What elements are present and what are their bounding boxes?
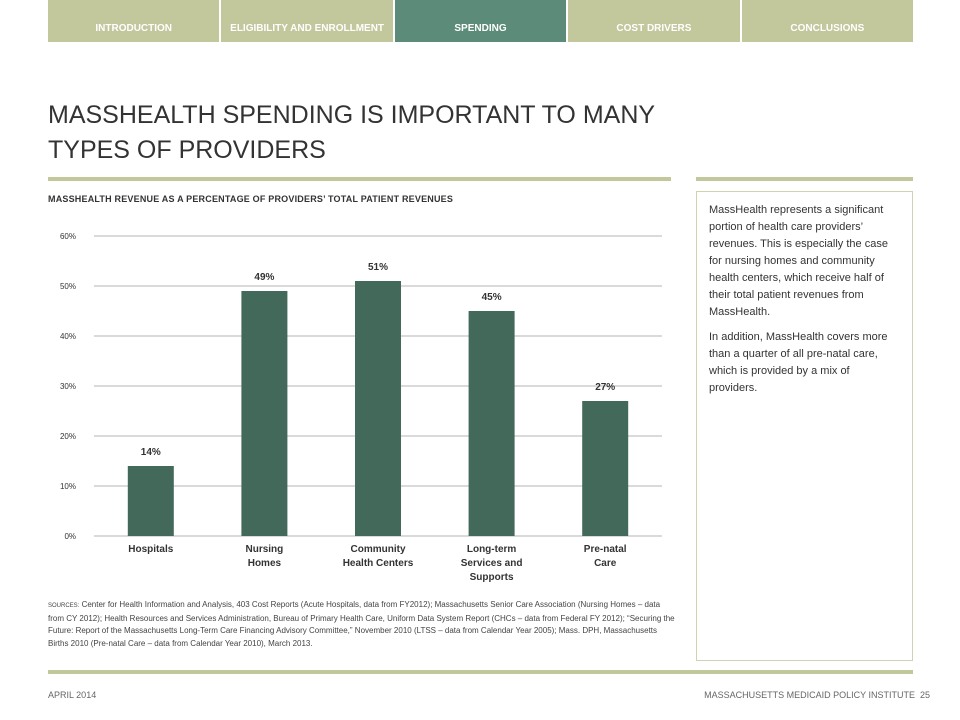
data-label: 51% — [368, 262, 388, 273]
section-nav: INTRODUCTION ELIGIBILITY AND ENROLLMENT … — [48, 0, 914, 42]
bar — [127, 466, 174, 536]
y-tick-label: 20% — [60, 432, 76, 441]
y-tick-label: 0% — [64, 532, 76, 541]
bar — [241, 291, 288, 536]
sidebar-text-box: MassHealth represents a significant port… — [696, 191, 913, 661]
footer-org-name: MASSACHUSETTS MEDICAID POLICY INSTITUTE — [704, 690, 915, 700]
sources-note: SOURCES: Center for Health Information a… — [48, 599, 678, 650]
sidebar-paragraph-2: In addition, MassHealth covers more than… — [709, 331, 888, 394]
y-tick-label: 30% — [60, 382, 76, 391]
x-tick-label: Nursing Homes — [246, 544, 284, 569]
y-tick-label: 40% — [60, 332, 76, 341]
y-tick-label: 10% — [60, 482, 76, 491]
data-label: 14% — [141, 447, 161, 458]
data-label: 27% — [595, 382, 615, 393]
tab-eligibility-enrollment[interactable]: ELIGIBILITY AND ENROLLMENT — [221, 0, 395, 42]
tab-introduction[interactable]: INTRODUCTION — [48, 0, 222, 42]
footer-org: MASSACHUSETTS MEDICAID POLICY INSTITUTE … — [704, 690, 930, 700]
footer-divider — [48, 670, 913, 674]
sidebar-divider — [696, 177, 913, 181]
chart-title: MASSHEALTH REVENUE AS A PERCENTAGE OF PR… — [48, 194, 454, 204]
tab-spending[interactable]: SPENDING — [394, 0, 569, 42]
y-tick-label: 60% — [60, 232, 76, 241]
title-divider — [48, 177, 671, 181]
x-tick-label: Long-term Services and Supports — [461, 544, 523, 583]
bar — [582, 401, 629, 536]
sidebar-paragraph-1: MassHealth represents a significant port… — [709, 204, 888, 318]
bar-chart: 0% 10% 20% 30% 40% 50% 60% 14% Hospitals 49% Nursi… — [60, 232, 662, 583]
sources-label: SOURCES: — [48, 603, 80, 609]
tab-conclusions[interactable]: CONCLUSIONS — [741, 0, 914, 42]
data-label: 49% — [254, 272, 274, 283]
data-label: 45% — [482, 292, 502, 303]
y-tick-label: 50% — [60, 282, 76, 291]
bar — [468, 311, 515, 536]
x-tick-label: Community Health Centers — [343, 544, 414, 569]
tab-cost-drivers[interactable]: COST DRIVERS — [568, 0, 742, 42]
x-tick-label: Pre-natal Care — [584, 544, 627, 569]
x-tick-label: Hospitals — [128, 544, 173, 555]
bar — [355, 281, 401, 536]
page-title: MASSHEALTH SPENDING IS IMPORTANT TO MANY… — [48, 101, 655, 164]
page-number: 25 — [919, 690, 930, 700]
footer-date: APRIL 2014 — [48, 690, 97, 700]
sources-text: Center for Health Information and Analys… — [48, 600, 675, 648]
